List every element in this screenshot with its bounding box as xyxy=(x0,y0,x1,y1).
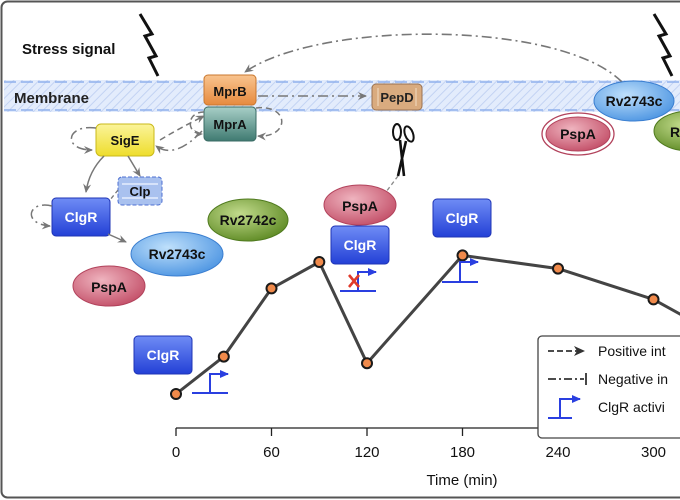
pspa-label: PspA xyxy=(91,279,127,295)
clgr-rv2743c-edge xyxy=(107,233,127,243)
data-point xyxy=(647,293,660,306)
data-point xyxy=(170,388,182,400)
data-point xyxy=(265,282,278,295)
rv2743c-membrane-node: Rv2743c xyxy=(593,80,675,122)
rv2743c-label: Rv2743c xyxy=(149,246,206,262)
promoter-icon xyxy=(192,374,228,394)
lightning-bolt-icon xyxy=(652,13,674,77)
pspa-membrane-node: PspA xyxy=(541,112,615,156)
repression-x-icon xyxy=(348,274,360,288)
clgr-box-180: ClgR xyxy=(432,198,492,238)
clp-node: Clp xyxy=(117,176,163,206)
clgr-box-180-label: ClgR xyxy=(446,210,479,226)
mprb-label: MprB xyxy=(213,84,246,99)
pepd-pspa-edge xyxy=(385,175,399,193)
promoter-icon xyxy=(442,262,478,283)
data-point xyxy=(361,357,373,370)
scissors-icon xyxy=(392,123,415,177)
data-point xyxy=(552,262,564,275)
mpra-self-loop-left xyxy=(189,111,205,138)
rv2742c-label: Rv2742c xyxy=(220,212,277,228)
x-tick-label: 240 xyxy=(545,444,570,461)
membrane-label: Membrane xyxy=(14,90,89,107)
clgr-node: ClgR xyxy=(51,197,111,237)
clgr-box-120: ClgR xyxy=(330,225,390,265)
x-tick-label: 0 xyxy=(172,444,180,461)
rv2742c-partial-label: R xyxy=(670,124,680,140)
clp-clgr-edge xyxy=(109,189,119,201)
pspa-membrane-label: PspA xyxy=(560,126,596,142)
stress-signal-label: Stress signal xyxy=(22,41,115,58)
sige-mpra-edge xyxy=(159,115,205,141)
pepd-label: PepD xyxy=(380,90,413,105)
x-tick-label: 60 xyxy=(263,444,280,461)
sige-clp-edge xyxy=(127,155,141,177)
legend-negative-label: Negative in xyxy=(598,371,668,387)
lightning-bolt-icon xyxy=(138,13,160,77)
x-tick-label: 180 xyxy=(450,444,475,461)
clp-label: Clp xyxy=(130,184,151,199)
mpra-node: MprA xyxy=(203,106,257,142)
clgr-label: ClgR xyxy=(65,209,98,225)
pspa-cleaved-label: PspA xyxy=(342,198,378,214)
mpra-sige-edge xyxy=(155,130,203,154)
negative-interaction-swatch xyxy=(548,373,587,385)
clgr-box-120-label: ClgR xyxy=(344,237,377,253)
legend: Positive int Negative in ClgR activi xyxy=(537,335,680,439)
mpra-self-loop-right xyxy=(255,107,283,141)
clgr-self-loop xyxy=(30,204,53,230)
inhibition-arc xyxy=(244,33,623,83)
pepd-node: PepD xyxy=(371,83,423,111)
rv2743c-membrane-label: Rv2743c xyxy=(606,93,663,109)
data-point xyxy=(313,256,326,268)
clgr-box-0: ClgR xyxy=(133,335,193,375)
x-axis-label: Time (min) xyxy=(426,472,497,489)
clgr-activity-chart xyxy=(170,249,680,400)
sige-self-loop xyxy=(70,126,97,154)
x-tick-label: 120 xyxy=(354,444,379,461)
mprb-node: MprB xyxy=(203,74,257,106)
legend-positive-label: Positive int xyxy=(598,343,666,359)
sige-clgr-edge xyxy=(83,155,105,193)
mpra-label: MprA xyxy=(213,117,247,132)
clgr-activity-swatch xyxy=(548,399,580,419)
clgr-box-0-label: ClgR xyxy=(147,347,180,363)
sige-node: SigE xyxy=(95,123,155,157)
x-tick-label: 300 xyxy=(641,444,666,461)
rv2742c-partial-node: R xyxy=(653,111,680,151)
rv2743c-node: Rv2743c xyxy=(130,231,224,277)
data-point xyxy=(217,350,230,363)
pspa-cleaved-node: PspA xyxy=(323,184,397,226)
pspa-node: PspA xyxy=(72,265,146,307)
legend-clgr-activity-label: ClgR activi xyxy=(598,399,665,415)
rv2742c-node: Rv2742c xyxy=(207,198,289,242)
data-point xyxy=(456,249,469,262)
sige-label: SigE xyxy=(111,133,140,148)
